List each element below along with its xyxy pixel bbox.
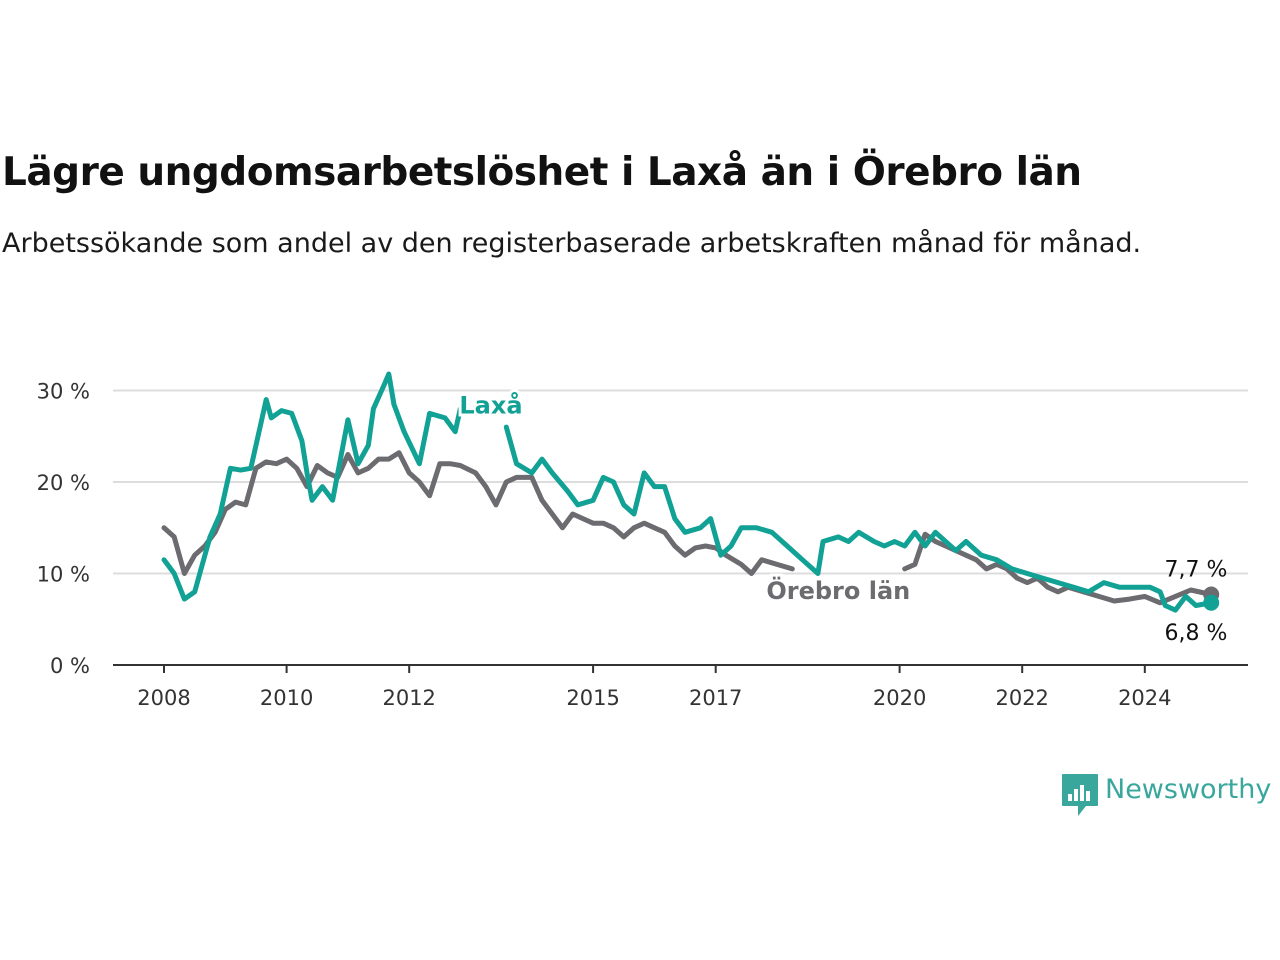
newsworthy-logo-icon — [1062, 774, 1098, 816]
series-label-orebro: Örebro län — [766, 575, 910, 605]
end-point-laxa — [1203, 594, 1220, 611]
x-axis: 2008 2010 2012 2015 2017 2020 2022 2024 — [113, 664, 1248, 710]
x-tick-label: 2015 — [566, 686, 619, 710]
x-tick-label: 2010 — [260, 686, 313, 710]
x-tick-label: 2020 — [873, 686, 926, 710]
end-label-laxa: 6,8 % — [1165, 621, 1228, 646]
x-tick-label: 2012 — [382, 686, 435, 710]
chart-subtitle: Arbetssökande som andel av den registerb… — [2, 228, 1142, 259]
y-tick-label: 10 % — [37, 563, 90, 587]
end-label-orebro: 7,7 % — [1165, 558, 1228, 583]
y-tick-label: 20 % — [37, 471, 90, 495]
x-tick-label: 2017 — [689, 686, 742, 710]
series-line-orebro — [161, 450, 1214, 606]
x-tick-label: 2022 — [995, 686, 1048, 710]
series-lines — [161, 371, 1214, 613]
data-labels: Laxå Örebro län 7,7 % 6,8 % — [456, 387, 1228, 646]
brand-name: Newsworthy — [1105, 774, 1272, 805]
y-tick-label: 30 % — [37, 380, 90, 404]
series-line-laxa — [161, 371, 1214, 613]
y-tick-label: 0 % — [50, 654, 90, 678]
x-tick-label: 2008 — [137, 686, 190, 710]
series-label-laxa: Laxå — [459, 390, 522, 419]
chart-title: Lägre ungdomsarbetslöshet i Laxå än i Ör… — [2, 150, 1082, 195]
x-tick-label: 2024 — [1118, 686, 1171, 710]
